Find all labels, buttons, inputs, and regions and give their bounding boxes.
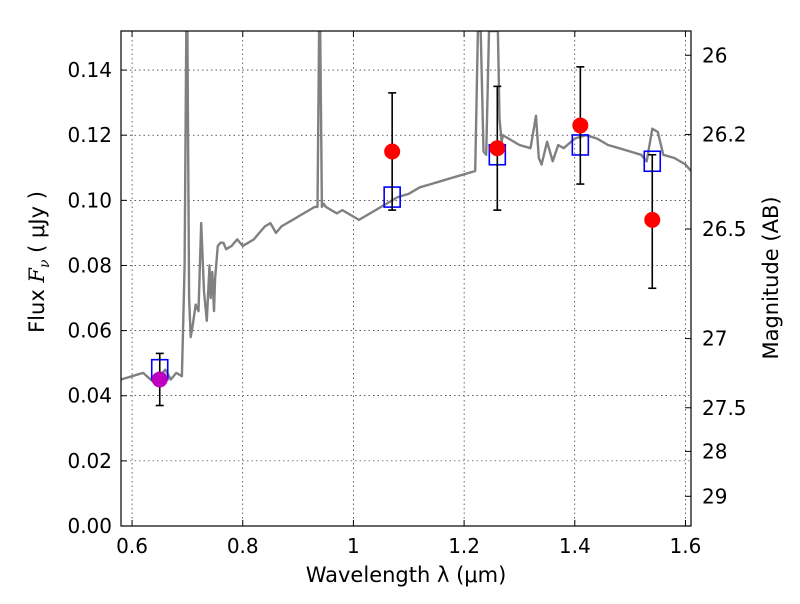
- right-tick-label: 28: [702, 439, 727, 463]
- grid-lines: [121, 31, 691, 527]
- tick-marks: [121, 31, 691, 527]
- y-axis-label: Flux Fν ( μJy ): [25, 191, 53, 333]
- y-tick-label: 0.10: [67, 188, 112, 212]
- x-tick-label: 0.8: [227, 534, 259, 558]
- x-tick-label: 1.4: [559, 534, 591, 558]
- right-axis-label: Magnitude (AB): [759, 196, 783, 359]
- y-tick-label: 0.12: [67, 123, 112, 147]
- observed-flux-point: [644, 211, 661, 228]
- plot-frame: [120, 30, 692, 527]
- data-layer: [121, 31, 691, 407]
- y-tick-label: 0.00: [67, 514, 112, 538]
- observed-flux-point: [384, 143, 401, 160]
- x-tick-label: 1.6: [670, 534, 702, 558]
- y-tick-label: 0.08: [67, 253, 112, 277]
- y-tick-label: 0.06: [67, 319, 112, 343]
- tick-labels: 0.6 0.8 1 1.2 1.4 1.6 0.00 0.02 0.04 0.06 0.08 0.10…: [67, 43, 746, 558]
- right-tick-label: 26: [702, 43, 727, 67]
- observed-flux-point: [151, 371, 168, 388]
- x-axis-label: Wavelength λ (μm): [306, 563, 507, 587]
- right-tick-label: 27: [702, 327, 727, 351]
- y-tick-label: 0.04: [67, 384, 112, 408]
- y-tick-label: 0.14: [67, 58, 112, 82]
- x-tick-label: 0.6: [116, 534, 148, 558]
- y-tick-label: 0.02: [67, 449, 112, 473]
- x-tick-label: 1.2: [448, 534, 480, 558]
- right-tick-label: 26.2: [702, 122, 747, 146]
- observed-flux-point: [489, 140, 506, 157]
- right-tick-label: 27.5: [702, 396, 747, 420]
- model-sed-line: [121, 31, 691, 384]
- right-tick-label: 26.5: [702, 217, 747, 241]
- right-tick-label: 29: [702, 484, 727, 508]
- x-tick-label: 1: [347, 534, 360, 558]
- observed-flux-point: [572, 117, 589, 134]
